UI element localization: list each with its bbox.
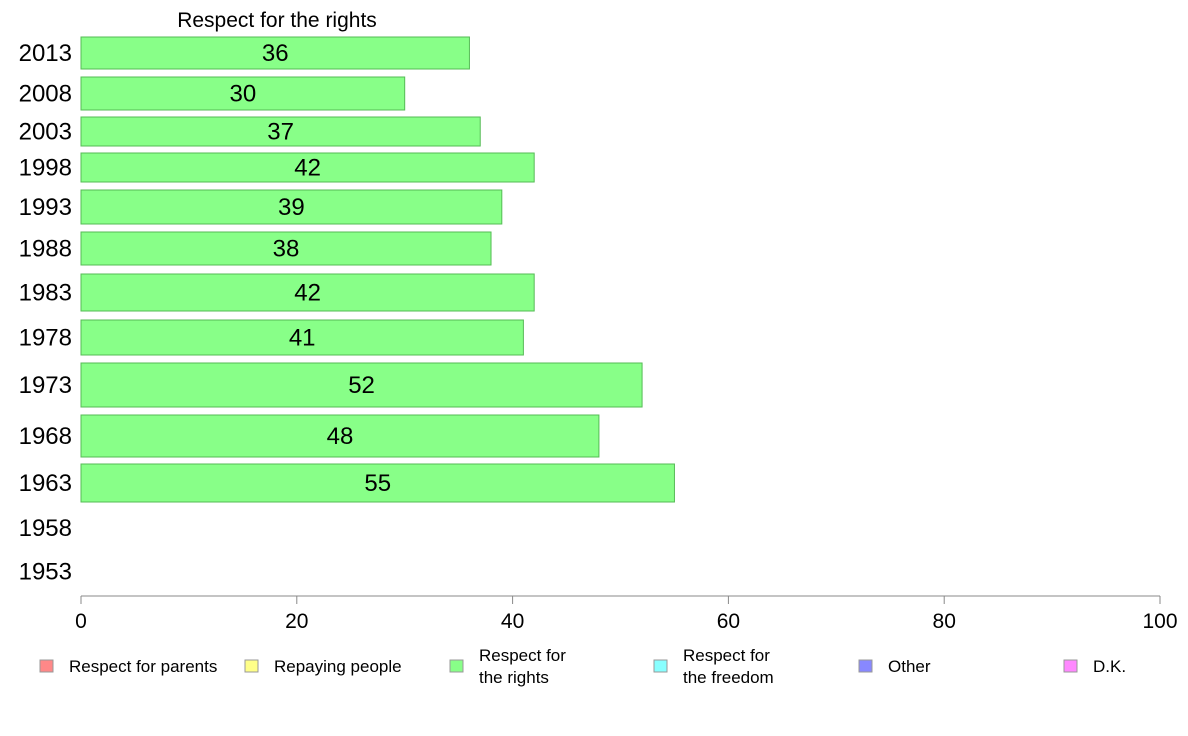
- legend-swatch: [39, 659, 54, 673]
- legend-label: Respect for parents: [69, 657, 217, 676]
- legend-entry: Repaying people: [244, 657, 402, 676]
- bar-value-label: 48: [327, 423, 354, 450]
- bar-value-label: 42: [294, 155, 321, 182]
- bar: [80, 231, 492, 266]
- bar: [80, 189, 503, 225]
- bar: [80, 116, 481, 147]
- bar-value-label: 41: [289, 325, 316, 352]
- bar: [80, 414, 600, 458]
- bar-value-label: 39: [278, 194, 305, 221]
- category-label: 2003: [19, 119, 72, 146]
- legend: Respect for parents Repaying people Respec…: [39, 646, 1126, 687]
- x-tick-label: 20: [285, 610, 308, 633]
- category-label: 1988: [19, 236, 72, 263]
- legend-swatch: [449, 659, 464, 673]
- x-tick-label: 0: [75, 610, 87, 633]
- bar-value-label: 36: [262, 40, 289, 67]
- legend-label: the rights: [479, 668, 549, 687]
- bar: [80, 362, 643, 408]
- legend-label: Respect for: [479, 646, 566, 665]
- legend-entry: Other: [858, 657, 931, 676]
- legend-entry: Respect for the rights: [449, 646, 566, 687]
- bar: [80, 273, 535, 312]
- legend-swatch: [1063, 659, 1078, 673]
- legend-label: D.K.: [1093, 657, 1126, 676]
- x-tick-label: 100: [1142, 610, 1177, 633]
- category-label: 1958: [19, 515, 72, 542]
- legend-entry: Respect for parents: [39, 657, 217, 676]
- bar: [80, 76, 406, 111]
- legend-entry: D.K.: [1063, 657, 1126, 676]
- category-label: 1993: [19, 194, 72, 221]
- legend-label: the freedom: [683, 668, 774, 687]
- bar: [80, 36, 470, 70]
- legend-label: Repaying people: [274, 657, 402, 676]
- bar-value-label: 42: [294, 280, 321, 307]
- x-axis: 0 20 40 60 80 100: [75, 595, 1178, 633]
- category-label: 1978: [19, 325, 72, 352]
- category-label: 1963: [19, 470, 72, 497]
- legend-swatch: [244, 659, 259, 673]
- bar: [80, 319, 524, 356]
- legend-label: Other: [888, 657, 931, 676]
- chart-title: Respect for the rights: [177, 9, 377, 32]
- legend-entry: Respect for the freedom: [653, 646, 774, 687]
- x-tick-label: 60: [717, 610, 740, 633]
- legend-swatch: [858, 659, 873, 673]
- x-tick-label: 40: [501, 610, 524, 633]
- category-labels: 2013 2008 2003 1998 1993 1988 1983 1978 1973 1968…: [19, 40, 72, 586]
- category-label: 1953: [19, 559, 72, 586]
- bar-value-label: 55: [364, 470, 391, 497]
- bar-value-label: 30: [229, 81, 256, 108]
- legend-label: Respect for: [683, 646, 770, 665]
- legend-swatch: [653, 659, 668, 673]
- category-label: 2008: [19, 81, 72, 108]
- x-tick-label: 80: [933, 610, 956, 633]
- bar-value-label: 37: [267, 119, 294, 146]
- bar-value-label: 38: [273, 236, 300, 263]
- category-label: 1983: [19, 280, 72, 307]
- category-label: 2013: [19, 40, 72, 67]
- bars: [80, 36, 675, 503]
- category-label: 1973: [19, 372, 72, 399]
- category-label: 1968: [19, 423, 72, 450]
- bar: [80, 152, 535, 183]
- bar-value-label: 52: [348, 372, 375, 399]
- category-label: 1998: [19, 155, 72, 182]
- bar: [80, 463, 675, 503]
